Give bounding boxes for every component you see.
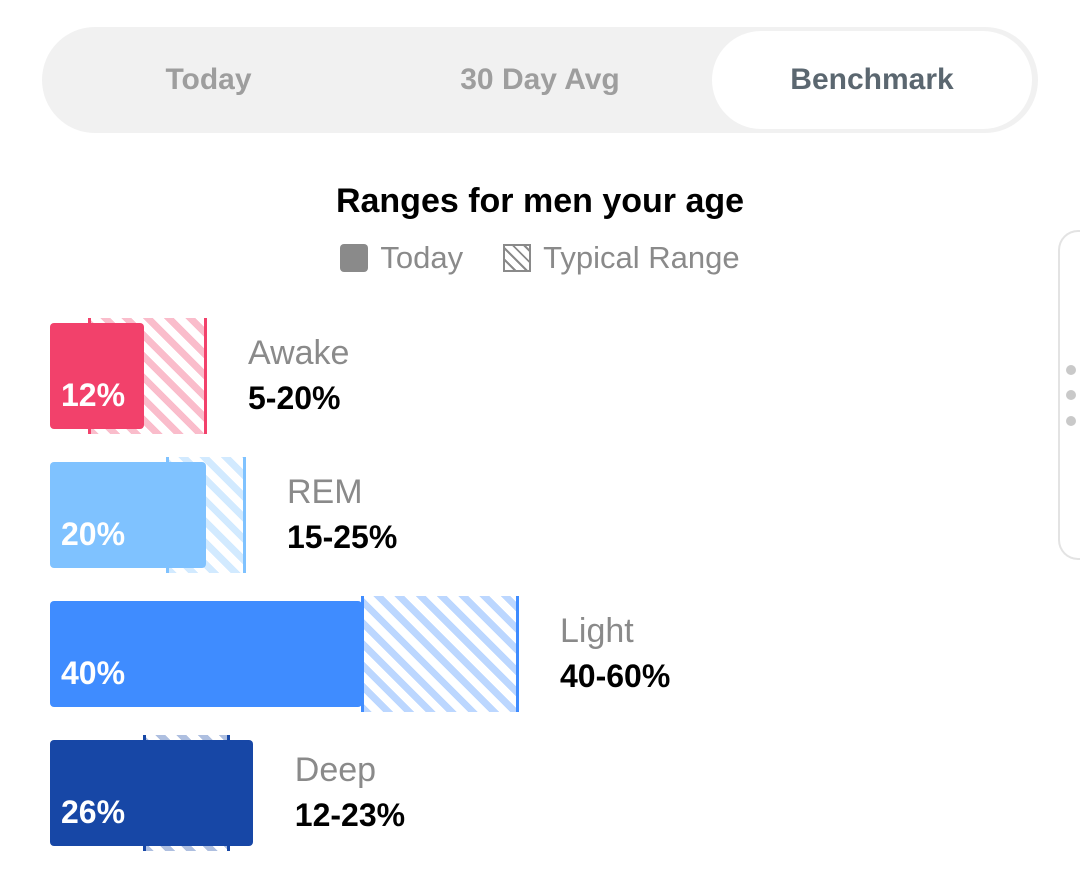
range-low-line bbox=[166, 457, 169, 573]
legend: Today Typical Range bbox=[0, 240, 1080, 276]
stage-name-label: Awake bbox=[248, 334, 350, 372]
stage-name-label: Deep bbox=[294, 751, 377, 789]
handle-dot-icon bbox=[1066, 390, 1076, 400]
range-high-line bbox=[516, 596, 519, 712]
today-bar bbox=[50, 601, 362, 707]
range-high-line bbox=[227, 735, 231, 851]
today-bar bbox=[50, 740, 253, 846]
stage-row-awake: 12% Awake 5-20% bbox=[0, 318, 1080, 434]
legend-hatched-swatch-icon bbox=[503, 244, 532, 272]
range-high-line bbox=[204, 318, 207, 434]
stage-name-label: Light bbox=[560, 612, 634, 650]
stage-row-deep: 26% Deep 12-23% bbox=[0, 735, 1080, 851]
stage-range-label: 15-25% bbox=[287, 519, 398, 555]
stage-row-light: 40% Light 40-60% bbox=[0, 596, 1080, 712]
stage-row-rem: 20% REM 15-25% bbox=[0, 457, 1080, 573]
legend-today-label: Today bbox=[380, 240, 464, 275]
stage-name-label: REM bbox=[287, 473, 363, 511]
today-percent-label: 12% bbox=[61, 377, 126, 413]
range-low-line bbox=[361, 596, 364, 712]
handle-dot-icon bbox=[1066, 365, 1076, 375]
tab-30-day-avg[interactable]: 30 Day Avg bbox=[460, 63, 620, 96]
stage-range-label: 5-20% bbox=[248, 380, 341, 416]
range-low-line bbox=[88, 318, 91, 434]
tab-bar: Today 30 Day Avg Benchmark bbox=[42, 27, 1038, 133]
stage-range-label: 40-60% bbox=[560, 658, 671, 694]
tab-benchmark[interactable]: Benchmark bbox=[712, 31, 1032, 129]
today-percent-label: 40% bbox=[61, 655, 126, 691]
typical-range-band bbox=[142, 735, 231, 851]
range-low-line bbox=[142, 735, 146, 851]
chart-title: Ranges for men your age bbox=[335, 182, 745, 220]
legend-solid-swatch-icon bbox=[340, 244, 369, 272]
stage-range-label: 12-23% bbox=[294, 797, 406, 833]
legend-typical-label: Typical Range bbox=[543, 240, 740, 275]
today-percent-label: 20% bbox=[61, 516, 126, 552]
legend-today: Today bbox=[340, 240, 463, 276]
range-high-line bbox=[243, 457, 246, 573]
typical-range-band bbox=[166, 457, 246, 573]
legend-typical-range: Typical Range bbox=[503, 240, 740, 276]
today-bar bbox=[50, 323, 144, 429]
tab-today[interactable]: Today bbox=[165, 63, 252, 96]
typical-range-band bbox=[361, 596, 519, 712]
today-bar bbox=[50, 462, 206, 568]
today-percent-label: 26% bbox=[61, 794, 126, 830]
typical-range-band bbox=[88, 318, 207, 434]
handle-dot-icon bbox=[1066, 416, 1076, 426]
